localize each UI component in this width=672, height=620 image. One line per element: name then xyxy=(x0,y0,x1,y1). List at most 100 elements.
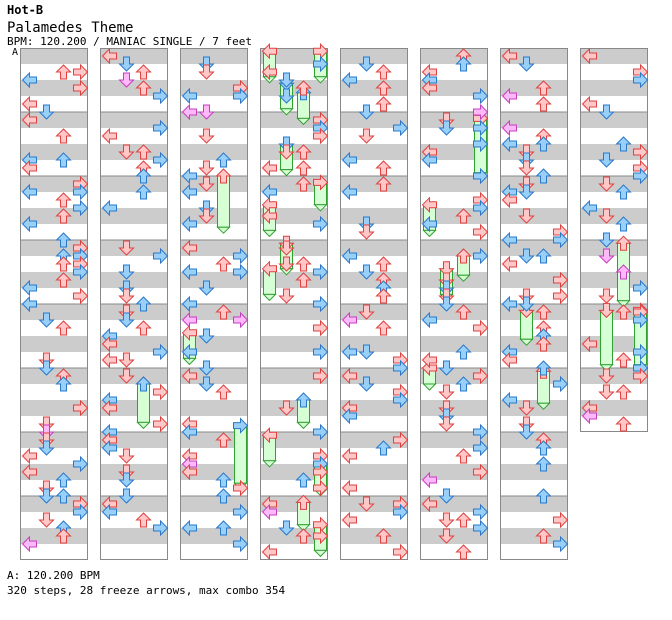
step-arrow xyxy=(358,56,375,72)
step-arrow xyxy=(261,183,277,201)
step-arrow xyxy=(341,183,357,201)
step-arrow xyxy=(38,360,55,376)
step-arrow xyxy=(535,96,552,112)
step-arrow xyxy=(313,127,329,145)
freeze-arrow-tail xyxy=(422,383,437,391)
step-arrow xyxy=(118,472,135,488)
step-arrow xyxy=(295,256,312,272)
step-arrow xyxy=(153,519,169,537)
step-arrow xyxy=(21,535,37,553)
beat-stripe xyxy=(580,272,648,288)
beat-stripe xyxy=(180,432,248,448)
step-arrow xyxy=(358,224,375,240)
step-arrow xyxy=(295,176,312,192)
step-arrow xyxy=(375,440,392,456)
step-arrow xyxy=(501,191,517,209)
step-arrow xyxy=(181,295,197,313)
beat-stripe xyxy=(100,176,168,192)
freeze-arrow-head xyxy=(438,261,455,277)
step-arrow xyxy=(55,152,72,168)
footer-stats: 320 steps, 28 freeze arrows, max combo 3… xyxy=(7,584,286,597)
step-arrow xyxy=(38,488,55,504)
step-arrow xyxy=(181,343,197,361)
step-arrow xyxy=(118,312,135,328)
step-arrow xyxy=(393,119,409,137)
step-arrow xyxy=(181,519,197,537)
freeze-arrow-body xyxy=(234,425,247,484)
beat-stripe xyxy=(420,80,488,96)
freeze-arrow-head xyxy=(261,42,277,60)
step-arrow xyxy=(55,272,72,288)
step-arrow xyxy=(535,360,552,376)
step-arrow xyxy=(118,488,135,504)
beat-stripe xyxy=(340,464,408,480)
step-arrow xyxy=(233,503,249,521)
freeze-arrow-head xyxy=(215,168,232,184)
beat-stripe xyxy=(580,240,648,256)
step-arrow xyxy=(421,351,437,369)
step-arrow xyxy=(615,416,632,432)
step-arrow xyxy=(633,279,649,297)
step-arrow xyxy=(455,544,472,560)
beat-stripe xyxy=(260,272,328,288)
step-arrow xyxy=(313,527,329,545)
beat-stripe xyxy=(260,368,328,384)
beat-stripe xyxy=(20,496,88,512)
step-arrow xyxy=(615,136,632,152)
step-arrow xyxy=(153,151,169,169)
beat-stripe xyxy=(500,272,568,288)
step-arrow xyxy=(375,528,392,544)
step-arrow xyxy=(501,351,517,369)
step-arrow xyxy=(421,471,437,489)
step-arrow xyxy=(181,367,197,385)
step-arrow xyxy=(181,215,197,233)
step-arrow xyxy=(393,431,409,449)
freeze-arrow-tail xyxy=(599,364,614,372)
step-arrow xyxy=(198,376,215,392)
step-arrow xyxy=(118,448,135,464)
step-arrow xyxy=(535,168,552,184)
step-arrow xyxy=(633,167,649,185)
step-arrow xyxy=(421,79,437,97)
step-arrow xyxy=(501,391,517,409)
beat-stripe xyxy=(100,80,168,96)
beat-stripe xyxy=(340,336,408,352)
step-arrow xyxy=(181,423,197,441)
step-arrow xyxy=(455,304,472,320)
step-arrow xyxy=(455,56,472,72)
step-arrow xyxy=(518,400,535,416)
freeze-arrow-tail xyxy=(216,226,231,234)
step-arrow xyxy=(135,64,152,80)
step-arrow xyxy=(181,311,197,329)
step-arrow xyxy=(153,343,169,361)
step-arrow xyxy=(581,95,597,113)
step-arrow xyxy=(633,311,649,329)
beat-stripe xyxy=(180,48,248,64)
step-arrow xyxy=(438,528,455,544)
step-arrow xyxy=(101,199,117,217)
step-arrow xyxy=(21,447,37,465)
beat-stripe xyxy=(20,48,88,64)
beat-stripe xyxy=(20,112,88,128)
step-arrow xyxy=(198,328,215,344)
freeze-arrow-tail xyxy=(296,421,311,430)
chart-column-border xyxy=(180,48,248,560)
step-arrow xyxy=(633,367,649,385)
step-arrow xyxy=(473,423,489,441)
step-arrow xyxy=(375,96,392,112)
freeze-arrow-head xyxy=(313,174,329,191)
beat-stripe xyxy=(340,272,408,288)
step-arrow xyxy=(135,80,152,96)
step-arrow xyxy=(198,360,215,376)
beat-stripe xyxy=(180,112,248,128)
step-arrow xyxy=(21,71,37,89)
step-arrow xyxy=(38,104,55,120)
beat-stripe xyxy=(500,528,568,544)
step-arrow xyxy=(341,343,357,361)
step-arrow xyxy=(101,127,117,145)
step-arrow xyxy=(101,399,117,417)
beat-stripe xyxy=(340,176,408,192)
step-arrow xyxy=(421,215,437,233)
step-arrow xyxy=(55,488,72,504)
